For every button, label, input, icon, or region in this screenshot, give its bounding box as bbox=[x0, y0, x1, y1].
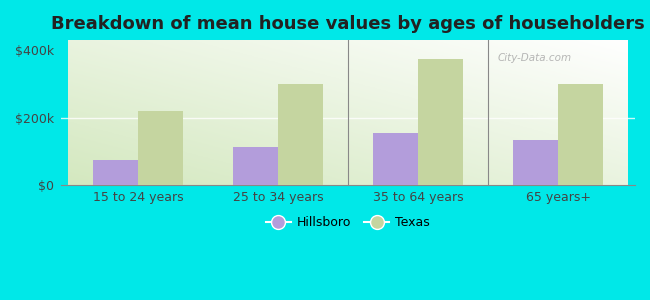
Bar bbox=[93, 160, 138, 185]
Bar bbox=[233, 147, 278, 185]
Legend: Hillsboro, Texas: Hillsboro, Texas bbox=[261, 212, 435, 235]
Bar bbox=[558, 84, 603, 185]
Text: City-Data.com: City-Data.com bbox=[497, 52, 571, 63]
Bar bbox=[514, 140, 558, 185]
Bar bbox=[418, 59, 463, 185]
Bar bbox=[138, 111, 183, 185]
Bar bbox=[373, 133, 418, 185]
Bar bbox=[278, 84, 323, 185]
Title: Breakdown of mean house values by ages of householders: Breakdown of mean house values by ages o… bbox=[51, 15, 645, 33]
